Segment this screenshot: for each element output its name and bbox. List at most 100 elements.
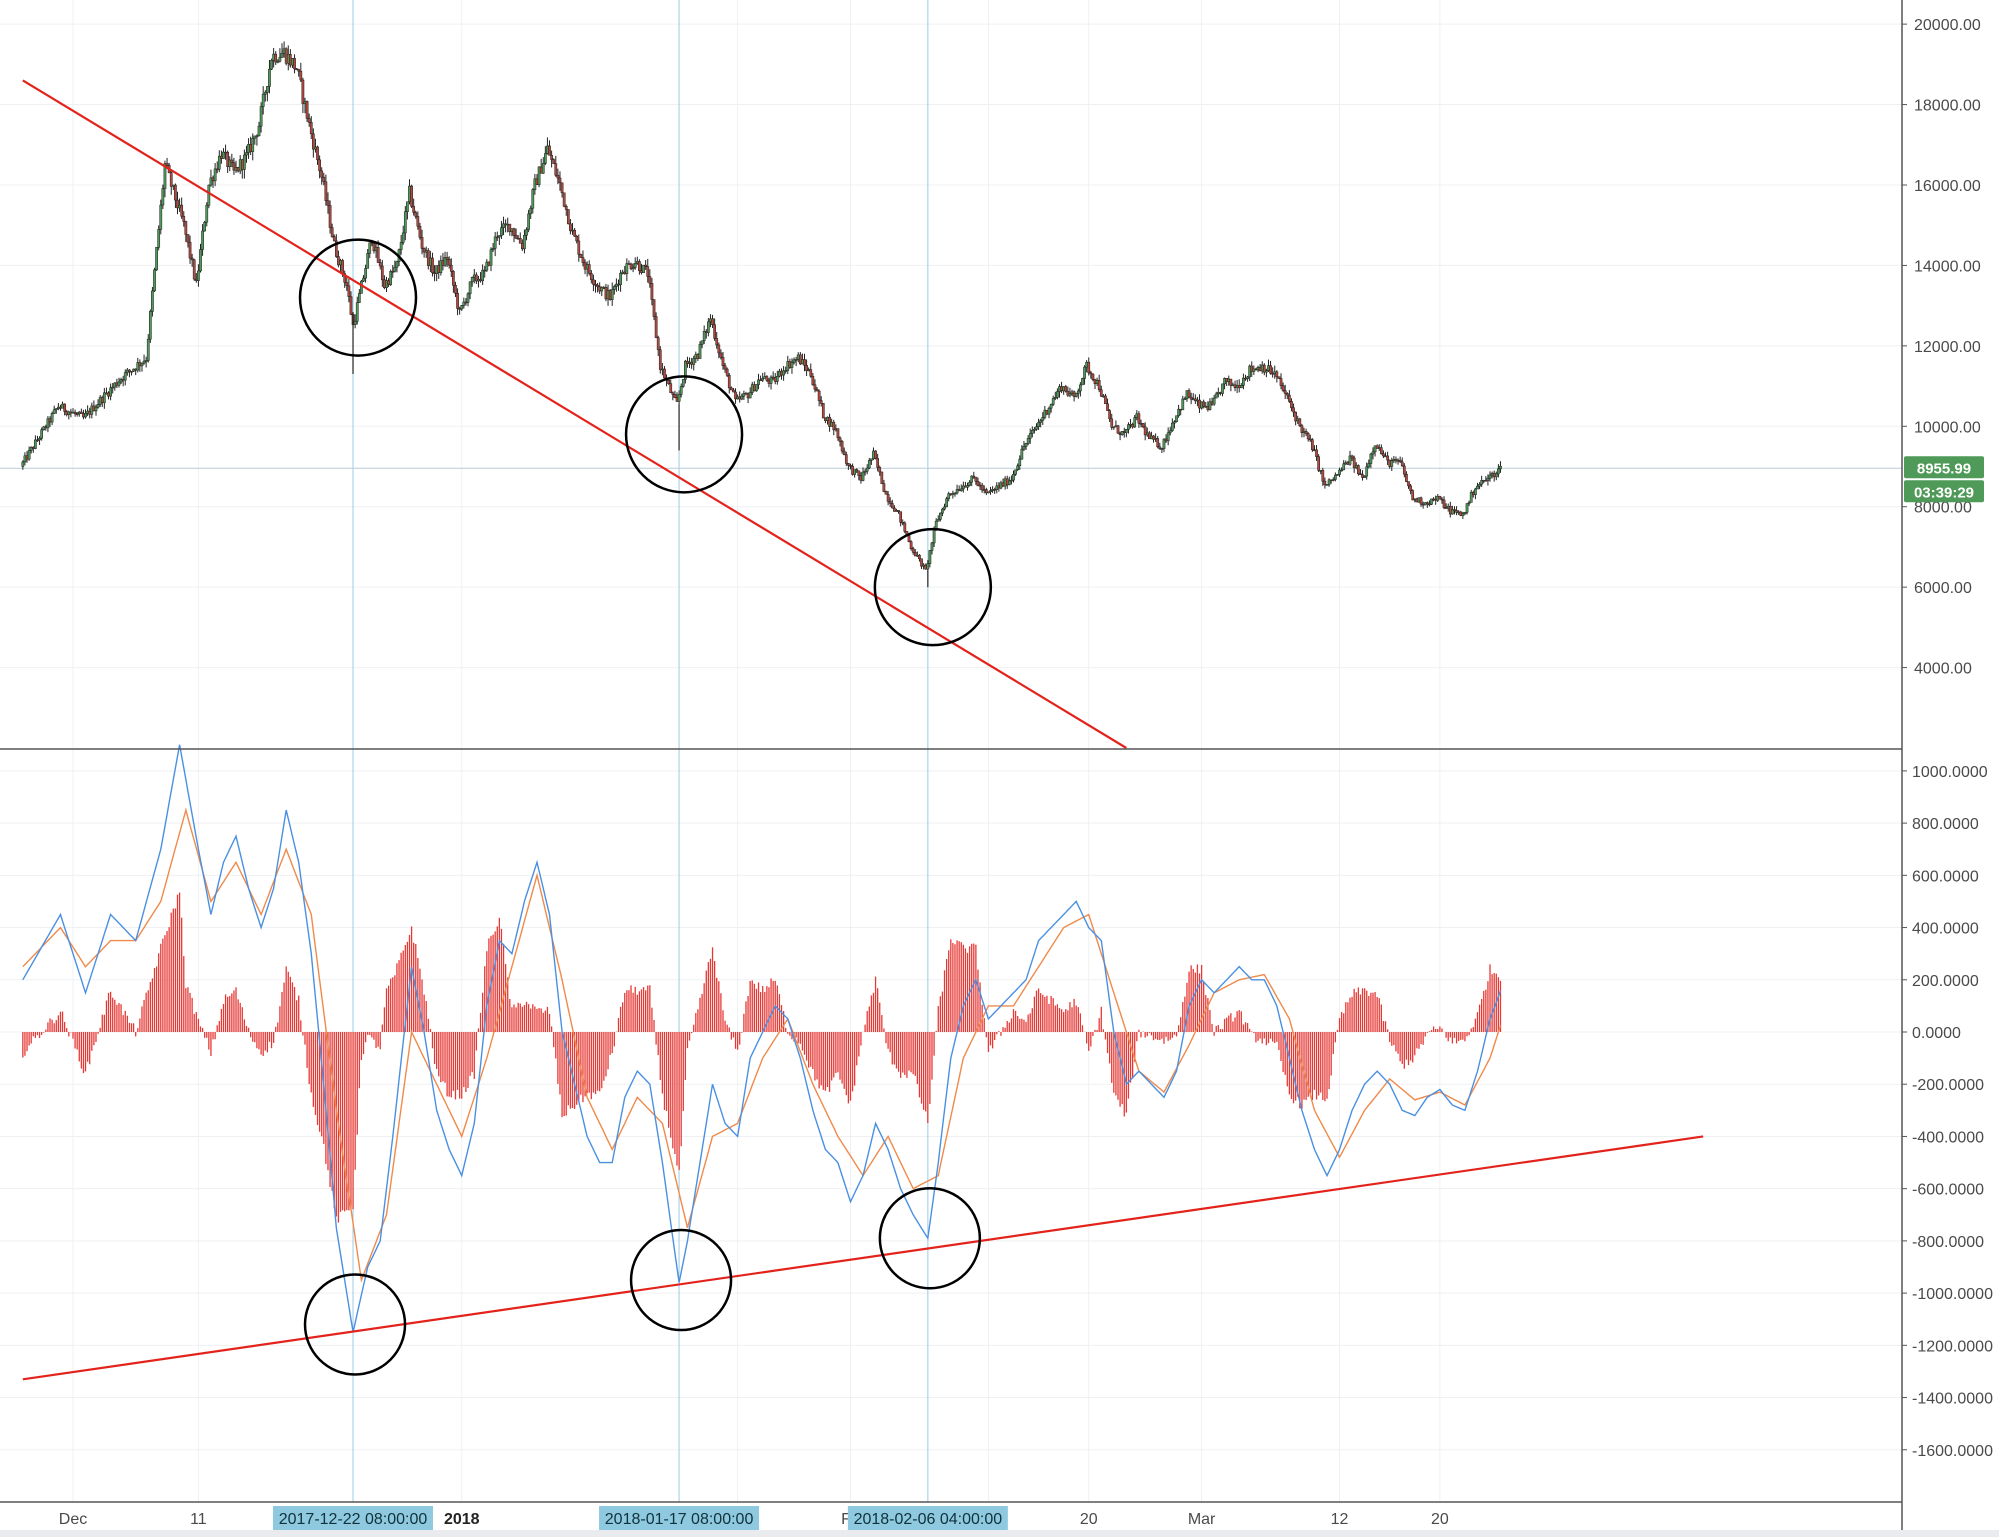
candle-body <box>1478 483 1481 487</box>
candle-body <box>794 359 798 361</box>
candle-body <box>1012 474 1015 481</box>
candle-body <box>1104 395 1107 404</box>
candle-body <box>761 378 765 381</box>
candle-body <box>667 380 670 384</box>
bottom-strip <box>0 1530 1999 1537</box>
candle-body <box>199 249 202 272</box>
candle-body <box>80 411 83 414</box>
candle-body <box>276 60 280 63</box>
last-price-badge <box>1904 456 1984 479</box>
candle-body <box>312 133 315 150</box>
macd-axis-label: 1000.0000 <box>1912 764 1988 781</box>
candle-body <box>684 360 687 380</box>
candle-body <box>1304 430 1308 434</box>
date-marker-badge <box>599 1506 760 1530</box>
candle-body <box>230 159 234 163</box>
candle-body <box>1246 376 1249 379</box>
candle-body <box>209 177 213 186</box>
candle-body <box>573 229 576 237</box>
candle-body <box>1488 474 1492 479</box>
candle-body <box>1028 433 1032 439</box>
candle-body <box>1214 393 1218 399</box>
candle-body <box>974 476 978 482</box>
candle-body <box>42 426 46 431</box>
candle-body <box>1175 415 1178 423</box>
candle-body <box>589 273 593 281</box>
candle-body <box>1451 509 1454 515</box>
candle-body <box>619 272 622 285</box>
date-marker-lines <box>352 0 929 1502</box>
candle-body <box>575 236 579 242</box>
candle-body <box>130 370 133 373</box>
candle-body <box>652 299 656 317</box>
candle-body <box>483 269 487 272</box>
candle-body <box>562 192 566 207</box>
candle-body <box>893 507 896 512</box>
candle-body <box>541 163 545 174</box>
candle-body <box>366 253 370 269</box>
candle-body <box>1112 426 1116 429</box>
candle-body <box>700 340 704 345</box>
price-panel[interactable] <box>0 41 1902 588</box>
candle-body <box>1453 509 1456 511</box>
candle-body <box>1425 502 1429 505</box>
candle-body <box>566 209 570 225</box>
candle-body <box>1037 422 1040 427</box>
candle-body <box>232 162 236 171</box>
candle-body <box>261 93 265 107</box>
candle-body <box>886 494 890 502</box>
candle-body <box>1152 435 1155 440</box>
candle-body <box>554 163 558 176</box>
candle-body <box>1076 390 1080 394</box>
candle-body <box>564 206 568 210</box>
candle-body <box>111 386 115 389</box>
candle-body <box>52 409 56 414</box>
candle-body <box>1141 423 1145 428</box>
candle-body <box>514 235 518 239</box>
candle-body <box>297 69 301 72</box>
candle-body <box>157 229 161 248</box>
candle-body <box>34 439 37 449</box>
candle-body <box>326 200 330 206</box>
candle-body <box>1166 432 1170 442</box>
candle-body <box>1039 420 1043 423</box>
time-axis-label: 12 <box>1331 1511 1349 1528</box>
candle-body <box>226 152 230 168</box>
candle-body <box>874 450 877 459</box>
date-marker-label: 2018-01-17 08:00:00 <box>605 1511 754 1528</box>
candle-body <box>489 249 493 266</box>
candle-body <box>460 305 464 310</box>
candle-body <box>1300 425 1304 434</box>
macd-line <box>22 744 1502 1333</box>
candle-body <box>523 235 526 250</box>
candle-body <box>1357 465 1360 474</box>
candle-body <box>1183 398 1187 401</box>
candle-body <box>1348 455 1352 465</box>
candle-body <box>1315 449 1318 457</box>
date-marker-badge <box>847 1506 1008 1530</box>
macd-panel[interactable] <box>22 744 1502 1333</box>
candle-body <box>1262 364 1266 373</box>
candle-body <box>345 282 349 287</box>
candle-body <box>466 293 470 303</box>
candle-body <box>1106 403 1109 411</box>
candle-body <box>274 53 278 63</box>
macd-axis-label: 600.0000 <box>1912 868 1979 885</box>
candle-body <box>1290 401 1293 409</box>
candle-body <box>1202 401 1206 407</box>
candle-body <box>75 413 79 415</box>
candle-body <box>809 369 813 377</box>
candle-body <box>414 212 418 217</box>
candle-body <box>838 437 842 442</box>
candle-body <box>1110 418 1114 428</box>
date-marker-label: 2018-02-06 04:00:00 <box>854 1511 1003 1528</box>
candle-body <box>880 471 884 484</box>
macd-axis-label: -400.0000 <box>1912 1129 1984 1146</box>
candle-body <box>96 404 100 408</box>
candle-body <box>698 344 702 359</box>
candle-body <box>901 521 905 524</box>
candle-body <box>1474 488 1477 495</box>
candle-body <box>1133 417 1137 428</box>
candle-body <box>1486 477 1490 481</box>
candle-body <box>205 205 209 223</box>
